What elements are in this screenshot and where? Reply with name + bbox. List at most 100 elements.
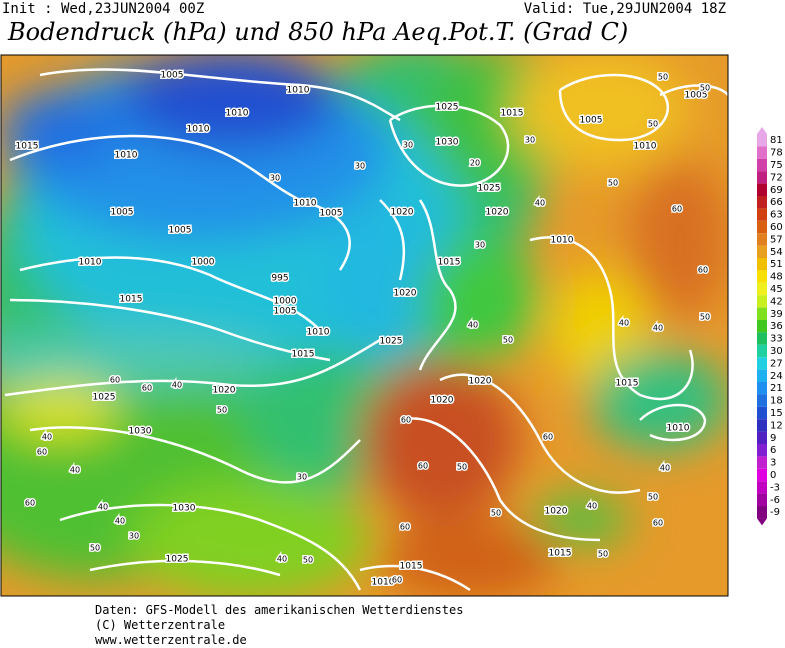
isobar-label: 1010: [307, 328, 330, 338]
footer-url: www.wetterzentrale.de: [95, 633, 247, 647]
colorbar: 8178757269666360575451484542393633302724…: [757, 127, 783, 526]
colorbar-swatch: [757, 468, 767, 482]
temperature-label: 30: [355, 162, 365, 171]
temperature-label: 60: [25, 499, 35, 508]
isobar-label: 1030: [436, 138, 459, 148]
isobar-label: 1020: [431, 396, 454, 406]
temperature-label: 50: [303, 556, 313, 565]
colorbar-swatch: [757, 419, 767, 432]
map: 1005101010101010101510101005100510009951…: [1, 55, 728, 596]
temperature-label: 50: [648, 493, 658, 502]
isobar-label: 1020: [469, 377, 492, 387]
isobar-label: 1010: [667, 424, 690, 434]
temperature-label: 40: [587, 502, 597, 511]
isobar-label: 1025: [380, 337, 403, 347]
isobar-label: 1010: [226, 109, 249, 119]
temperature-label: 30: [129, 532, 139, 541]
isobar-label: 1015: [400, 562, 423, 572]
isobar-label: 1020: [391, 208, 414, 218]
colorbar-swatch: [757, 382, 767, 395]
colorbar-swatch: [757, 481, 767, 494]
isobar-label: 1015: [292, 350, 315, 360]
isobar-label: 1010: [551, 236, 574, 246]
isobar-label: 1015: [501, 109, 524, 119]
colorbar-swatch: [757, 146, 767, 159]
isobar-label: 1005: [274, 307, 297, 317]
isobar-label: 1000: [274, 297, 297, 307]
colorbar-label: 12: [770, 420, 783, 431]
colorbar-swatch: [757, 344, 767, 358]
isobar-label: 1025: [436, 103, 459, 113]
isobar-label: 1015: [438, 258, 461, 268]
colorbar-swatch: [757, 295, 767, 308]
init-time: Init : Wed,23JUN2004 00Z: [2, 1, 204, 17]
temperature-label: 50: [457, 463, 467, 472]
temperature-label: 60: [401, 416, 411, 425]
isobar-label: 1025: [478, 184, 501, 194]
colorbar-label: 75: [770, 160, 783, 171]
isobar-label: 995: [271, 274, 288, 284]
isobar-label: 1030: [129, 427, 152, 437]
colorbar-label: 69: [770, 185, 783, 196]
isobar-label: 1020: [394, 289, 417, 299]
colorbar-label: 15: [770, 408, 783, 419]
temperature-label: 50: [90, 544, 100, 553]
colorbar-swatch: [757, 158, 767, 172]
colorbar-top: [757, 127, 767, 134]
colorbar-label: 18: [770, 396, 783, 407]
temperature-label: 50: [700, 313, 710, 322]
colorbar-swatch: [757, 332, 767, 345]
temperature-label: 60: [400, 523, 410, 532]
colorbar-swatch: [757, 493, 767, 506]
temperature-label: 40: [468, 321, 478, 330]
title: Bodendruck (hPa) und 850 hPa Aeq.Pot.T. …: [7, 18, 628, 46]
isobar-label: 1005: [111, 208, 134, 218]
temperature-label: 40: [42, 433, 52, 442]
temperature-label: 50: [491, 509, 501, 518]
temperature-label: 40: [660, 464, 670, 473]
isobar-label: 1010: [187, 125, 210, 135]
isobar-label: 1005: [580, 116, 603, 126]
colorbar-label: 81: [770, 135, 783, 146]
colorbar-bottom: [757, 518, 767, 526]
colorbar-swatch: [757, 258, 767, 271]
colorbar-label: 45: [770, 284, 783, 295]
temperature-label: 20: [470, 159, 480, 168]
colorbar-label: 36: [770, 321, 783, 332]
temperature-label: 60: [142, 384, 152, 393]
colorbar-swatch: [757, 270, 767, 283]
colorbar-swatch: [757, 208, 767, 221]
footer-source: Daten: GFS-Modell des amerikanischen Wet…: [95, 603, 463, 617]
colorbar-label: 66: [770, 197, 783, 208]
temperature-label: 60: [543, 433, 553, 442]
temperature-label: 60: [392, 576, 402, 585]
colorbar-label: 3: [770, 458, 776, 469]
colorbar-label: 51: [770, 259, 783, 270]
isobars: [4, 68, 728, 592]
temperature-label: 50: [598, 550, 608, 559]
colorbar-label: -3: [770, 482, 780, 493]
colorbar-swatch: [757, 357, 767, 370]
temperature-label: 60: [698, 266, 708, 275]
temperature-label: 50: [658, 73, 668, 82]
temperature-label: 60: [672, 205, 682, 214]
temperature-label: 40: [653, 324, 663, 333]
colorbar-swatch: [757, 134, 767, 147]
temperature-label: 60: [110, 376, 120, 385]
isobar-label: 1010: [372, 578, 395, 588]
colorbar-label: 33: [770, 334, 783, 345]
colorbar-label: 60: [770, 222, 783, 233]
colorbar-swatch: [757, 369, 767, 382]
colorbar-label: 6: [770, 445, 776, 456]
colorbar-label: 78: [770, 148, 783, 159]
footer-copyright: (C) Wetterzentrale: [95, 618, 225, 632]
colorbar-swatch: [757, 245, 767, 258]
colorbar-label: -6: [770, 495, 780, 506]
temperature-label: 40: [172, 381, 182, 390]
colorbar-label: 39: [770, 309, 783, 320]
isobar-label: 1015: [549, 549, 572, 559]
colorbar-swatch: [757, 506, 767, 519]
colorbar-label: 9: [770, 433, 776, 444]
temperature-label: 40: [70, 466, 80, 475]
